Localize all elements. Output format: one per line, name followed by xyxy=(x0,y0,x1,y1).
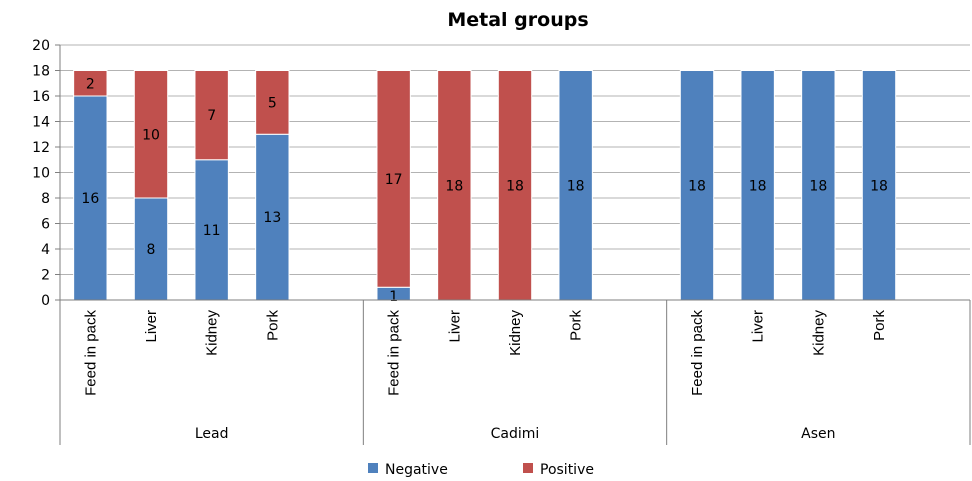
data-label-positive: 10 xyxy=(142,127,160,143)
data-label-negative: 8 xyxy=(147,242,156,258)
data-label-positive: 7 xyxy=(207,108,216,124)
x-category-label: Feed in pack xyxy=(386,310,403,396)
data-label-negative: 16 xyxy=(81,191,99,207)
bar-negative xyxy=(861,70,897,301)
y-tick-label: 16 xyxy=(32,89,50,105)
x-category-label: Liver xyxy=(446,310,463,343)
y-tick-label: 2 xyxy=(41,268,50,284)
y-tick-label: 14 xyxy=(32,115,50,131)
x-category-label: Feed in pack xyxy=(82,310,99,396)
data-label-negative: 11 xyxy=(203,223,221,239)
x-category-label: Kidney xyxy=(507,310,524,356)
y-tick-label: 12 xyxy=(32,140,50,156)
y-tick-label: 4 xyxy=(41,242,50,258)
data-label-negative: 18 xyxy=(567,178,585,194)
x-category-label: Pork xyxy=(871,310,888,341)
legend-swatch xyxy=(523,463,533,473)
x-group-label: Lead xyxy=(195,426,229,442)
bar-positive xyxy=(73,70,108,97)
legend-label: Negative xyxy=(385,462,448,478)
data-label-positive: 18 xyxy=(445,178,463,194)
bar-negative xyxy=(801,70,836,301)
data-label-negative: 18 xyxy=(809,178,827,194)
chart-title: Metal groups xyxy=(447,9,588,31)
x-category-label: Kidney xyxy=(204,310,221,356)
bar-positive xyxy=(376,70,411,288)
data-label-negative: 13 xyxy=(263,210,281,226)
x-category-label: Feed in pack xyxy=(689,310,706,396)
x-category-label: Pork xyxy=(264,310,281,341)
x-category-label: Kidney xyxy=(810,310,827,356)
bar-positive xyxy=(437,70,472,301)
data-label-positive: 2 xyxy=(86,76,95,92)
data-label-negative: 18 xyxy=(870,178,888,194)
bar-negative xyxy=(133,197,169,301)
y-tick-label: 6 xyxy=(41,217,50,233)
bar-negative xyxy=(73,95,108,301)
y-tick-label: 20 xyxy=(32,38,50,54)
y-tick-label: 10 xyxy=(32,166,50,182)
data-label-positive: 17 xyxy=(385,172,403,188)
data-label-negative: 1 xyxy=(389,289,398,305)
x-group-label: Cadimi xyxy=(491,426,540,442)
y-axis: 0 2 4 6 8 10 12 14 16 18 20 xyxy=(32,38,61,309)
x-category-label: Pork xyxy=(568,310,585,341)
legend-swatch xyxy=(368,463,378,473)
x-group-label: Asen xyxy=(801,426,835,442)
legend-label: Positive xyxy=(540,462,594,478)
y-tick-label: 18 xyxy=(32,64,50,80)
bar-negative xyxy=(679,70,715,301)
legend: Negative Positive xyxy=(368,462,594,478)
bar-positive xyxy=(194,70,229,161)
x-category-label: Liver xyxy=(750,310,767,343)
bar-negative xyxy=(740,70,775,301)
x-category-label: Liver xyxy=(143,310,160,343)
data-label-negative: 18 xyxy=(688,178,706,194)
y-tick-label: 0 xyxy=(41,293,50,309)
data-label-negative: 18 xyxy=(749,178,767,194)
data-label-positive: 18 xyxy=(506,178,524,194)
y-tick-label: 8 xyxy=(41,191,50,207)
data-label-positive: 5 xyxy=(268,95,277,111)
x-axis: Feed in pack Liver Kidney Pork Lead Feed in p… xyxy=(59,299,971,445)
bar-positive xyxy=(133,70,169,199)
bar-negative xyxy=(255,133,290,301)
bar-positive xyxy=(497,70,533,301)
bars xyxy=(73,70,897,301)
bar-positive xyxy=(255,70,290,135)
bar-negative xyxy=(558,70,593,301)
